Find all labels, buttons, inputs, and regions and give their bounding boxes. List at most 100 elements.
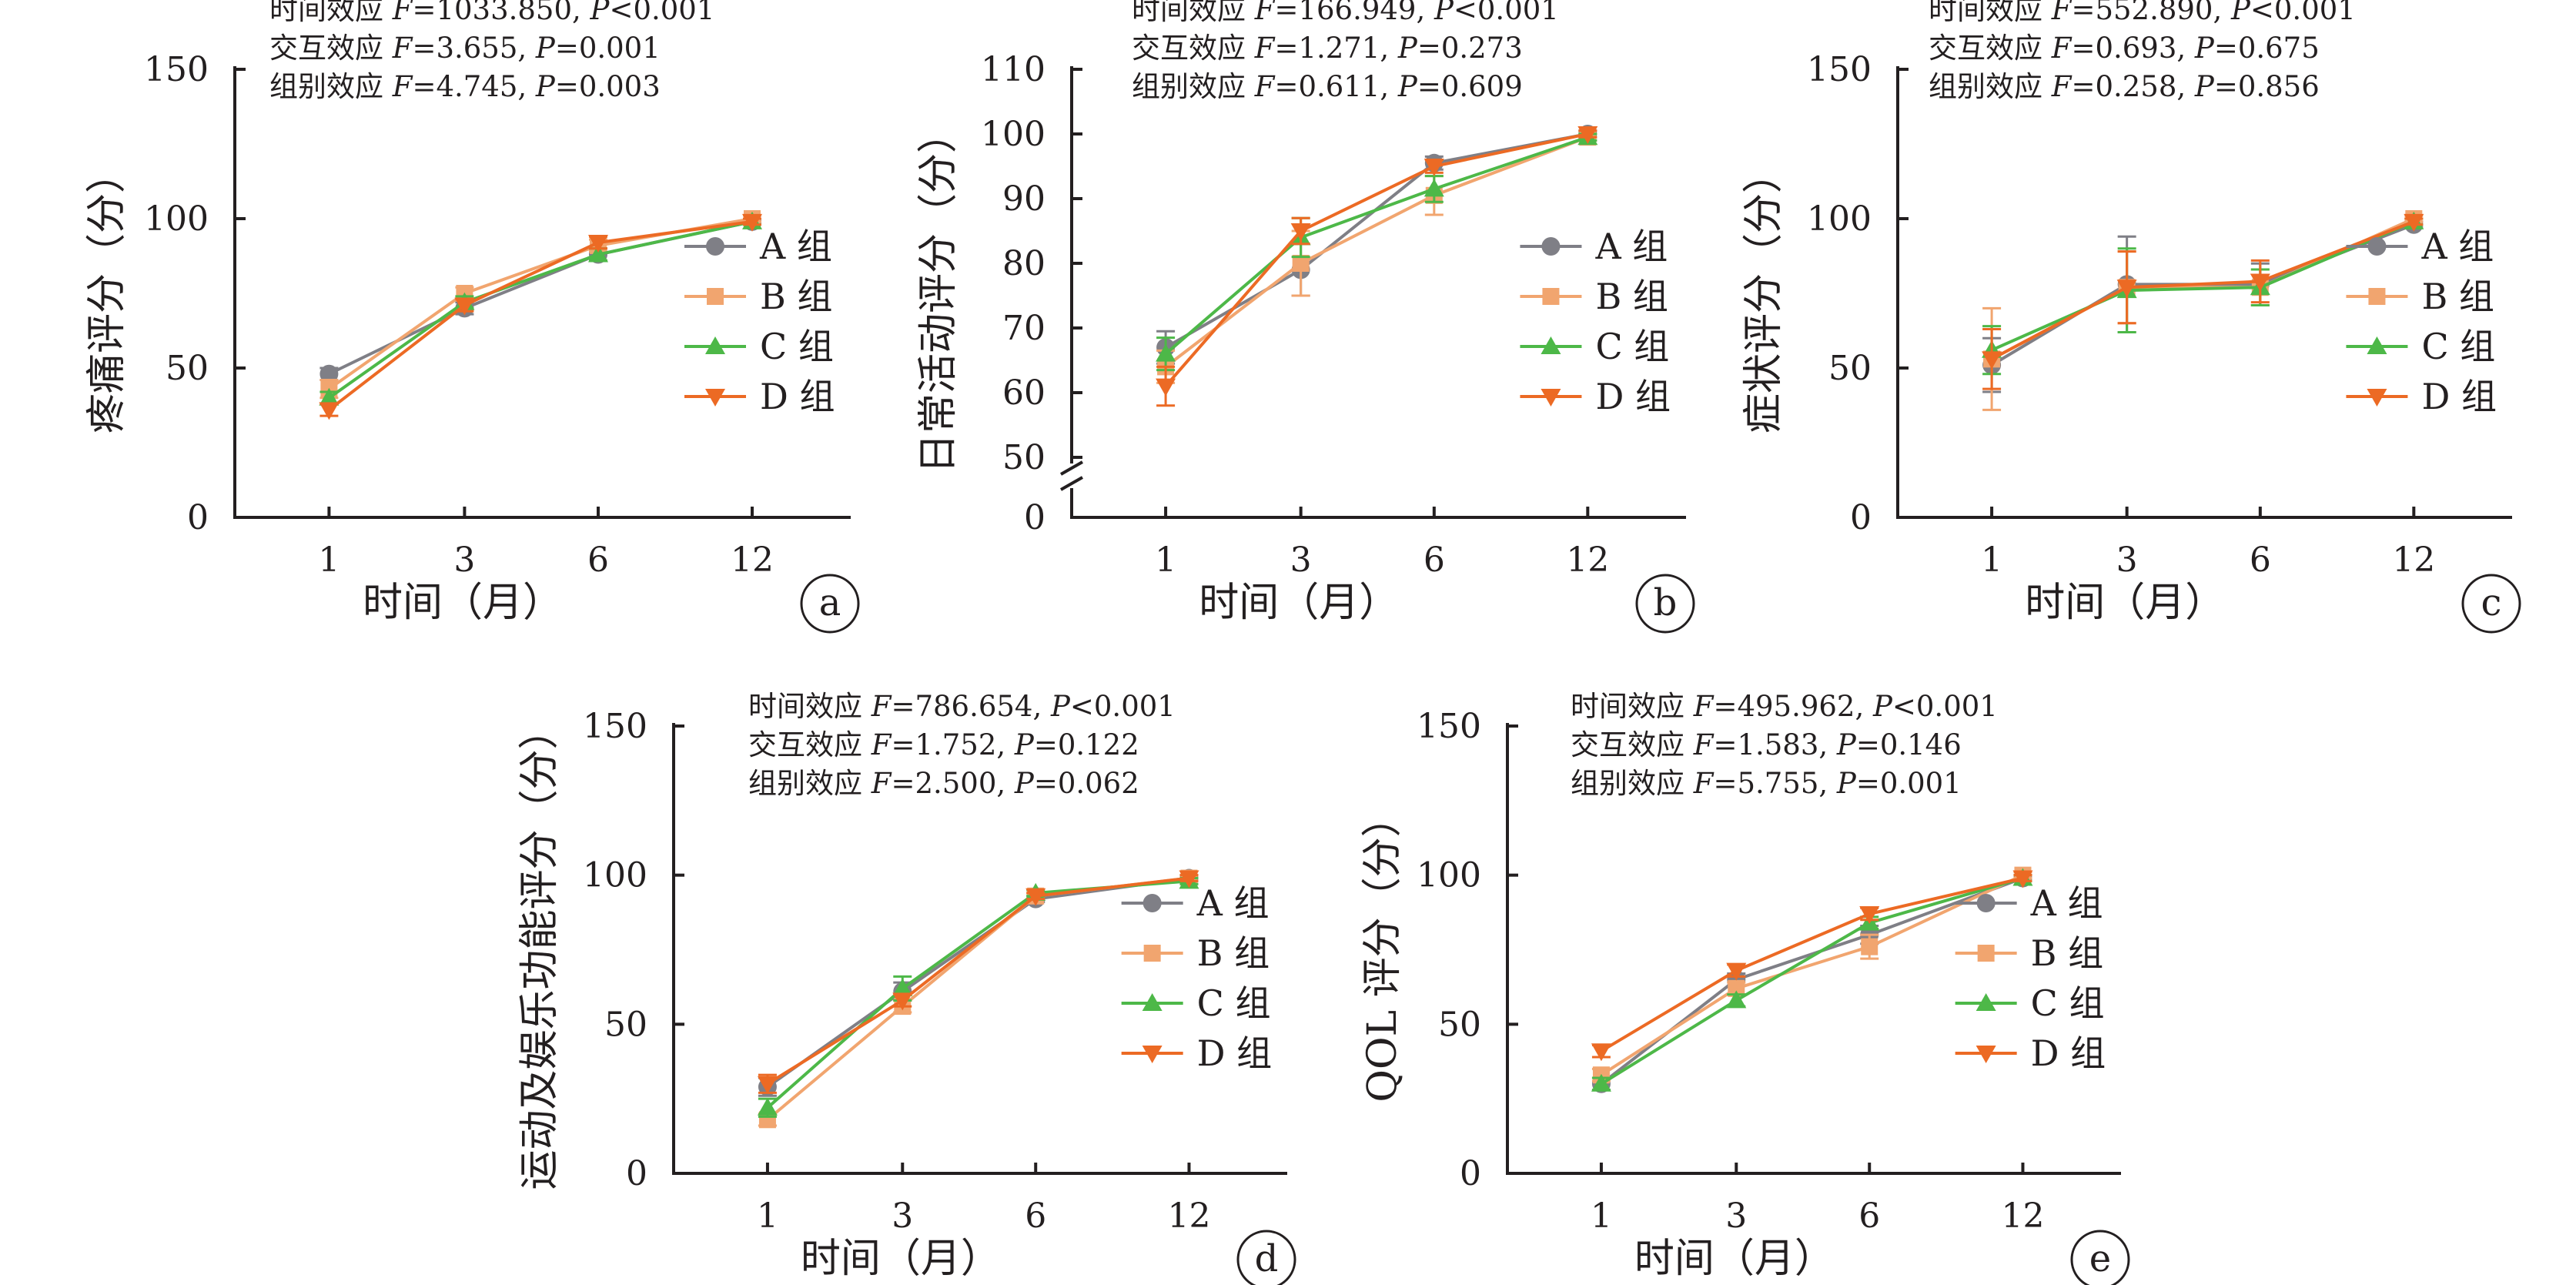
data-point bbox=[1859, 906, 1880, 925]
stat-label: 交互效应 bbox=[269, 32, 393, 65]
stat-annotation: 时间效应 F=552.890, P<0.001 bbox=[1929, 0, 2356, 26]
legend-item-C: C 组 bbox=[684, 326, 834, 367]
legend-label: C 组 bbox=[760, 326, 834, 367]
y-tick-label: 0 bbox=[1460, 1154, 1481, 1193]
data-point bbox=[1156, 343, 1176, 362]
x-axis-title: 时间（月） bbox=[2025, 580, 2225, 626]
series-C bbox=[757, 871, 1199, 1118]
stat-annotation: 时间效应 F=1033.850, P<0.001 bbox=[269, 0, 714, 26]
data-point bbox=[757, 1076, 778, 1094]
panel-label-circle bbox=[1635, 574, 1695, 634]
legend-marker bbox=[2367, 336, 2387, 354]
stat-label: 组别效应 bbox=[1132, 70, 1255, 103]
data-point bbox=[1861, 938, 1878, 955]
legend-marker bbox=[705, 336, 725, 354]
legend-label: C 组 bbox=[2031, 982, 2105, 1024]
y-tick-label: 100 bbox=[1807, 199, 1872, 239]
legend-item-B: B 组 bbox=[2346, 276, 2494, 317]
x-tick-label: 6 bbox=[2250, 540, 2271, 580]
stat-annotation: 组别效应 F=0.258, P=0.856 bbox=[1929, 70, 2320, 103]
data-point bbox=[742, 213, 762, 232]
stat-F-value: =0.611, bbox=[1274, 70, 1397, 103]
legend-item-B: B 组 bbox=[1520, 276, 1668, 317]
stat-P-value: <0.001 bbox=[2250, 0, 2356, 26]
y-tick-label: 150 bbox=[1417, 707, 1481, 746]
stat-P-symbol: P bbox=[535, 70, 556, 103]
legend-marker bbox=[707, 288, 724, 305]
x-tick-label: 12 bbox=[1566, 540, 1609, 580]
stat-F-symbol: F bbox=[392, 32, 413, 65]
x-tick-label: 12 bbox=[2001, 1196, 2044, 1236]
series-D bbox=[1156, 126, 1598, 407]
y-tick-label: 150 bbox=[144, 50, 209, 89]
stat-label: 时间效应 bbox=[1571, 690, 1694, 723]
series-line bbox=[766, 876, 1189, 1121]
legend-label: B 组 bbox=[1595, 276, 1668, 317]
x-tick-label: 6 bbox=[1858, 1196, 1880, 1236]
stat-annotation: 组别效应 F=4.745, P=0.003 bbox=[269, 70, 661, 103]
legend-item-A: A 组 bbox=[2346, 226, 2494, 267]
x-tick-label: 6 bbox=[587, 540, 609, 580]
stat-F-value: =1.271, bbox=[1274, 32, 1397, 65]
stat-P-symbol: P bbox=[1014, 767, 1035, 800]
x-tick-label: 6 bbox=[1423, 540, 1445, 580]
stat-P-symbol: P bbox=[2230, 0, 2251, 26]
legend-label: B 组 bbox=[2421, 276, 2494, 317]
stat-F-value: =552.890, bbox=[2071, 0, 2231, 26]
legend-item-C: C 组 bbox=[1955, 982, 2105, 1024]
stat-F-value: =0.693, bbox=[2071, 32, 2194, 65]
legend-marker bbox=[1975, 1046, 1996, 1063]
stat-F-value: =166.949, bbox=[1274, 0, 1434, 26]
data-point bbox=[1726, 990, 1747, 1009]
stat-annotation: 时间效应 F=166.949, P<0.001 bbox=[1132, 0, 1559, 26]
stat-F-value: =3.655, bbox=[412, 32, 535, 65]
legend-marker bbox=[1976, 894, 1996, 912]
series-line bbox=[1164, 132, 1588, 387]
stat-annotation: 交互效应 F=1.271, P=0.273 bbox=[1132, 32, 1523, 65]
stat-F-symbol: F bbox=[392, 70, 413, 103]
data-point bbox=[892, 992, 913, 1011]
y-axis-title: 症状评分（分） bbox=[1741, 153, 1787, 433]
stat-P-symbol: P bbox=[1397, 70, 1418, 103]
stat-P-value: =0.003 bbox=[555, 70, 661, 103]
legend-marker bbox=[1975, 993, 1996, 1011]
legend-label: D 组 bbox=[1197, 1032, 1273, 1074]
legend-marker bbox=[1142, 894, 1162, 912]
legend-item-D: D 组 bbox=[1121, 1032, 1273, 1074]
panel-label: b bbox=[1654, 581, 1678, 624]
x-axis-title: 时间（月） bbox=[1199, 580, 1399, 626]
panel-label-circle bbox=[2461, 574, 2521, 634]
stat-annotation: 组别效应 F=5.755, P=0.001 bbox=[1571, 767, 1962, 800]
data-point bbox=[1423, 159, 1444, 176]
stat-F-value: =1.752, bbox=[891, 728, 1014, 761]
x-tick-label: 12 bbox=[1167, 1196, 1210, 1236]
stat-F-symbol: F bbox=[1254, 32, 1276, 65]
panel-label: a bbox=[819, 581, 841, 624]
stat-P-symbol: P bbox=[1397, 32, 1418, 65]
stat-F-value: =0.258, bbox=[2071, 70, 2194, 103]
stat-label: 交互效应 bbox=[748, 728, 871, 761]
series-line bbox=[1991, 220, 2415, 361]
y-tick-label: 60 bbox=[1002, 373, 1045, 413]
data-point bbox=[319, 387, 340, 406]
stat-F-symbol: F bbox=[2051, 70, 2073, 103]
series-A bbox=[1156, 125, 1597, 365]
series-line bbox=[328, 217, 753, 390]
x-tick-label: 1 bbox=[1591, 1196, 1612, 1236]
legend-label: B 组 bbox=[760, 276, 832, 317]
y-tick-label: 100 bbox=[144, 199, 209, 239]
legend-item-D: D 组 bbox=[1520, 376, 1671, 417]
series-line bbox=[1600, 873, 2024, 1076]
x-tick-label: 12 bbox=[731, 540, 774, 580]
stat-P-symbol: P bbox=[1050, 690, 1071, 723]
y-tick-label: 100 bbox=[583, 856, 647, 895]
legend-marker bbox=[1541, 237, 1561, 256]
panel-label: d bbox=[1255, 1237, 1279, 1280]
stat-P-value: =0.146 bbox=[1856, 728, 1962, 761]
legend-marker bbox=[1541, 389, 1561, 407]
legend-item-A: A 组 bbox=[1955, 882, 2103, 924]
x-tick-label: 3 bbox=[2116, 540, 2138, 580]
panel-b: 0 50 60 70 80 90 100 110 1 3 6 12 时间（月） 日常活动评分（分） 时间效应… bbox=[915, 0, 1695, 634]
